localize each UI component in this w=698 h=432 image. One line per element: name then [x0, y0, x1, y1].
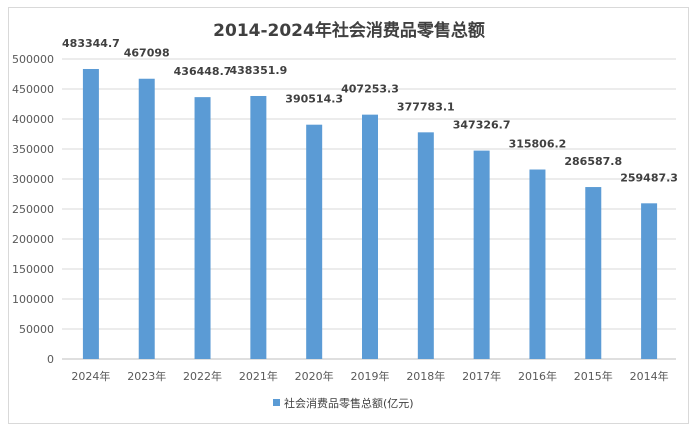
chart-frame — [8, 7, 689, 424]
y-tick-label: 50000 — [19, 323, 54, 336]
data-label: 407253.3 — [341, 83, 399, 96]
data-label: 377783.1 — [397, 100, 455, 113]
bar-2018年 — [417, 132, 434, 359]
y-tick-label: 400000 — [12, 113, 54, 126]
chart-title: 2014-2024年社会消费品零售总额 — [213, 20, 485, 41]
bar-2021年 — [250, 95, 267, 359]
data-label: 483344.7 — [62, 37, 120, 50]
y-axis-ticks: 0 50000 100000 150000 200000 250000 300000 3500… — [12, 53, 54, 366]
legend-label: 社会消费品零售总额(亿元) — [284, 396, 414, 410]
y-tick-label: 100000 — [12, 293, 54, 306]
x-tick-label: 2022年 — [183, 369, 222, 383]
legend: 社会消费品零售总额(亿元) — [273, 396, 414, 410]
bar-2019年 — [362, 114, 378, 360]
y-tick-label: 350000 — [12, 143, 54, 156]
data-label: 259487.3 — [620, 171, 678, 184]
x-tick-label: 2018年 — [406, 369, 445, 383]
data-label: 467098 — [124, 47, 170, 60]
y-tick-label: 300000 — [12, 173, 54, 186]
bar-2023年 — [138, 78, 155, 359]
bar-2020年 — [306, 124, 323, 359]
y-tick-label: 250000 — [12, 203, 54, 216]
bar-2016年 — [529, 169, 546, 359]
x-tick-label: 2021年 — [239, 369, 278, 383]
x-tick-label: 2024年 — [71, 369, 110, 383]
y-tick-label: 450000 — [12, 83, 54, 96]
data-label: 286587.8 — [564, 155, 622, 168]
y-tick-label: 0 — [47, 353, 54, 366]
x-tick-label: 2014年 — [630, 369, 669, 383]
x-tick-label: 2019年 — [351, 369, 390, 383]
bar-2024年 — [82, 68, 99, 360]
data-label: 315806.2 — [509, 138, 567, 151]
data-label: 438351.9 — [229, 64, 287, 77]
x-tick-label: 2015年 — [574, 369, 613, 383]
data-label: 347326.7 — [453, 119, 511, 132]
x-axis-ticks: 2024年 2023年 2022年 2021年 2020年 2019年 2018年 2017年… — [71, 369, 668, 383]
y-tick-label: 150000 — [12, 263, 54, 276]
data-label: 390514.3 — [285, 93, 343, 106]
y-tick-label: 200000 — [12, 233, 54, 246]
x-tick-label: 2017年 — [462, 369, 501, 383]
bars — [82, 68, 658, 360]
x-tick-label: 2023年 — [127, 369, 166, 383]
x-tick-label: 2020年 — [295, 369, 334, 383]
bar-2017年 — [473, 150, 490, 359]
bar-2014年 — [641, 203, 658, 359]
data-label: 436448.7 — [174, 65, 232, 78]
y-tick-label: 500000 — [12, 53, 54, 66]
legend-swatch — [273, 399, 280, 406]
x-tick-label: 2016年 — [518, 369, 557, 383]
bar-2022年 — [194, 97, 211, 359]
bar-2015年 — [585, 187, 602, 359]
